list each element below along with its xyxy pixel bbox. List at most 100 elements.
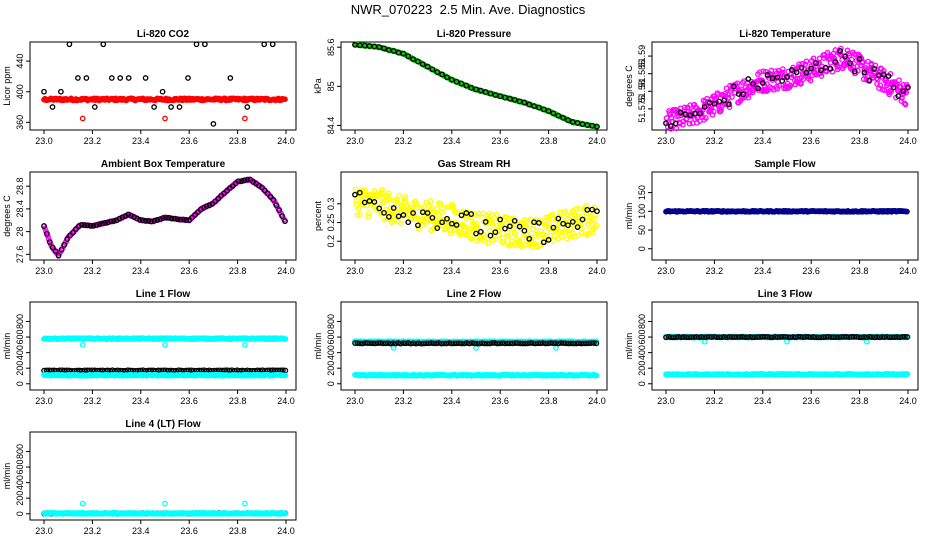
plot-frame: [651, 171, 919, 261]
plot-title: Li-820 Temperature: [739, 29, 831, 40]
rh-overlay-point: [415, 222, 421, 229]
line1-dip-point: [162, 341, 168, 348]
rh-point: [553, 224, 560, 231]
y-tick-label: 600: [637, 330, 647, 345]
rh-point: [563, 235, 570, 242]
rh-overlay-point: [371, 199, 378, 205]
y-axis-label: degrees C: [624, 65, 634, 107]
data-points: [41, 500, 289, 517]
y-tick-label: 600: [326, 330, 336, 345]
x-tick-label: 23.2: [395, 266, 413, 276]
x-tick-label: 24.0: [588, 266, 606, 276]
ambient-overlay-point: [41, 223, 47, 229]
rh-point: [583, 210, 590, 217]
y-tick-label: 50: [637, 225, 647, 235]
y-tick-label: 200: [15, 361, 25, 376]
rh-overlay-point: [594, 208, 600, 215]
temp820-point: [710, 108, 717, 115]
y-tick-label: 0: [15, 511, 25, 516]
temp820-overlay-point: [861, 69, 868, 76]
y-axis-label: degrees C: [2, 195, 12, 237]
temp820-overlay-point: [808, 65, 815, 72]
rh-point: [521, 217, 528, 223]
x-tick-label: 23.8: [540, 136, 558, 146]
ambient-overlay-point: [157, 216, 164, 222]
rh-point: [550, 237, 557, 244]
ambient-overlay-point: [174, 216, 181, 223]
pressure-overlay-point: [531, 103, 537, 109]
pressure-overlay-point: [424, 63, 431, 70]
rh-point: [527, 216, 534, 223]
x-tick-label: 23.2: [706, 266, 724, 276]
rh-point: [404, 202, 410, 209]
rh-point: [524, 231, 531, 237]
rh-point: [394, 198, 401, 204]
co2-sample-point: [108, 75, 115, 81]
co2-sample-point: [227, 75, 234, 81]
x-tick-label: 23.2: [395, 396, 413, 406]
ambient-overlay-point: [136, 217, 143, 223]
ambient-overlay-point: [192, 212, 198, 218]
temp820-overlay-point: [827, 65, 834, 72]
line2-low-point: [593, 372, 600, 379]
pressure-overlay-point: [497, 93, 504, 100]
ambient-overlay-point: [166, 215, 172, 221]
temp820-point: [888, 89, 894, 95]
rh-point: [589, 229, 596, 236]
temp820-overlay-point: [779, 78, 786, 84]
rh-point: [567, 226, 574, 232]
rh-point: [353, 197, 360, 204]
rh-point: [419, 216, 426, 223]
ambient-overlay-point: [267, 193, 274, 200]
x-tick-label: 24.0: [899, 266, 917, 276]
plot-title: Li-820 Pressure: [437, 29, 512, 40]
y-tick-label: 150: [637, 185, 647, 200]
data-points: [352, 41, 600, 130]
x-tick-label: 23.2: [84, 266, 102, 276]
x-tick-label: 24.0: [277, 266, 295, 276]
y-tick-label: 200: [15, 491, 25, 506]
rh-point: [557, 209, 563, 216]
temp820-overlay-point: [871, 65, 877, 72]
ambient-overlay-point: [151, 218, 158, 224]
y-axis-label: ml/min: [624, 203, 634, 230]
plot-frame: [651, 41, 919, 131]
pressure-overlay-point: [487, 90, 494, 97]
x-tick-label: 23.2: [84, 526, 102, 536]
rh-overlay-point: [410, 210, 416, 216]
plot-title: Line 4 (LT) Flow: [125, 419, 201, 430]
ambient-overlay-point: [81, 222, 88, 228]
temp820-point: [807, 77, 814, 84]
rh-overlay-point: [424, 210, 431, 216]
x-tick-label: 23.4: [443, 136, 461, 146]
co2-sample-point: [185, 75, 191, 81]
y-tick-label: 100: [637, 204, 647, 219]
temp820-overlay-point: [837, 48, 844, 54]
temp820-point: [901, 100, 908, 107]
pressure-overlay-point: [492, 92, 499, 98]
co2-sample-point: [41, 88, 47, 95]
pressure-overlay-point: [400, 50, 407, 57]
rh-point: [505, 233, 511, 240]
line4-spike-point: [162, 500, 168, 507]
pressure-overlay-point: [511, 96, 518, 103]
temp820-point: [724, 91, 731, 98]
y-tick-label: 51.59: [637, 45, 647, 68]
co2-reference-outlier: [162, 115, 168, 122]
pressure-overlay-point: [536, 104, 542, 111]
ambient-overlay-point: [119, 214, 126, 221]
pressure-overlay-point: [594, 123, 600, 130]
ambient-overlay-point: [44, 230, 50, 237]
rh-point: [485, 239, 491, 246]
data-points: [41, 41, 288, 127]
x-tick-label: 23.0: [35, 396, 53, 406]
x-tick-label: 23.6: [491, 266, 509, 276]
data-points: [663, 333, 911, 378]
ambient-overlay-point: [87, 222, 94, 229]
line4-spike-point: [79, 500, 86, 507]
rh-point: [540, 231, 547, 237]
temp820-point: [779, 66, 786, 72]
ambient-overlay-point: [250, 179, 256, 185]
